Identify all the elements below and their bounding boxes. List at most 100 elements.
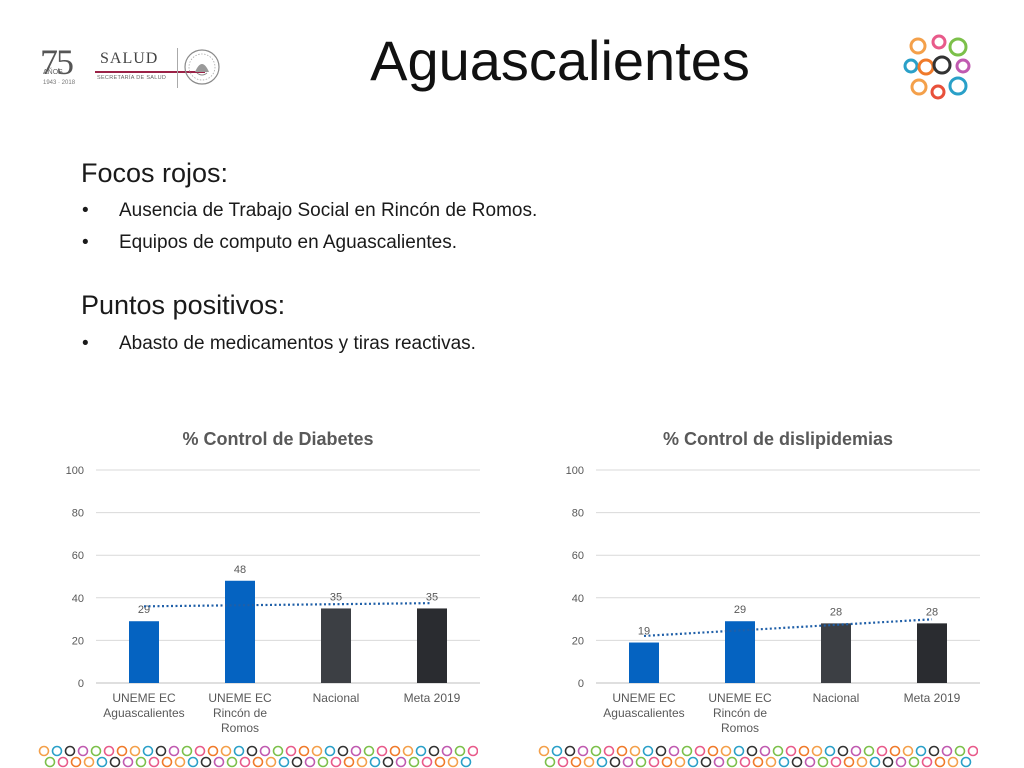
decorative-ring — [226, 756, 238, 768]
decorative-ring — [103, 745, 115, 757]
decorative-ring — [70, 756, 82, 768]
decorative-ring — [850, 745, 862, 757]
chart-title: % Control de Diabetes — [182, 429, 374, 449]
data-label: 35 — [330, 591, 342, 603]
decorative-ring — [220, 745, 232, 757]
decorative-ring — [363, 745, 375, 757]
decorative-ring — [194, 745, 206, 757]
data-label: 19 — [638, 626, 650, 638]
decorative-ring — [967, 745, 978, 757]
decorative-ring — [902, 745, 914, 757]
focos-item-text: Equipos de computo en Aguascalientes. — [119, 232, 458, 253]
bar — [821, 623, 851, 683]
x-tick-label: Aguascalientes — [603, 706, 684, 720]
decorative-ring — [460, 756, 472, 768]
decorative-ring — [564, 745, 576, 757]
decorative-ring — [837, 745, 849, 757]
decorative-ring — [239, 756, 251, 768]
decorative-ring — [616, 745, 628, 757]
logo-separator — [177, 48, 178, 88]
decorative-ring — [168, 745, 180, 757]
decorative-ring — [557, 756, 569, 768]
decorative-ring — [122, 756, 134, 768]
decorative-ring — [434, 756, 446, 768]
bullet-dot: • — [82, 232, 89, 253]
decorative-ring — [804, 756, 816, 768]
decorative-ring — [415, 745, 427, 757]
decorative-ring — [798, 745, 810, 757]
decorative-ring — [941, 745, 953, 757]
decorative-ring — [265, 756, 277, 768]
x-tick-label: Rincón de — [713, 706, 767, 720]
decorative-ring — [642, 745, 654, 757]
decorative-ring — [934, 756, 946, 768]
x-tick-label: Aguascalientes — [103, 706, 184, 720]
decorative-ring — [174, 756, 186, 768]
bar — [917, 623, 947, 683]
decorative-ring — [954, 745, 966, 757]
x-tick-label: Meta 2019 — [904, 691, 961, 705]
bar — [417, 608, 447, 683]
y-tick-label: 60 — [72, 550, 84, 562]
decorative-ring — [882, 756, 894, 768]
decorative-ring — [44, 756, 56, 768]
decorative-ring — [304, 756, 316, 768]
decorative-ring — [155, 745, 167, 757]
decorative-ring — [778, 756, 790, 768]
decorative-ring — [590, 745, 602, 757]
decorative-ring — [928, 745, 940, 757]
y-tick-label: 0 — [78, 678, 84, 690]
decorative-ring — [876, 745, 888, 757]
y-tick-label: 40 — [72, 593, 84, 605]
focos-item: • Ausencia de Trabajo Social en Rincón de… — [82, 200, 537, 222]
decorative-ring — [330, 756, 342, 768]
salud-75-logo: 75 AÑOS 1943 · 2018 SALUD SECRETARÍA DE … — [40, 44, 230, 92]
puntos-positivos-heading: Puntos positivos: — [81, 290, 286, 320]
decorative-ring — [83, 756, 95, 768]
decorative-ring — [38, 745, 50, 757]
y-tick-label: 80 — [572, 508, 584, 520]
x-tick-label: UNEME EC — [612, 691, 676, 705]
decorative-ring — [739, 756, 751, 768]
decorative-ring — [863, 745, 875, 757]
decorative-ring — [830, 756, 842, 768]
decorative-ring — [291, 756, 303, 768]
y-tick-label: 80 — [72, 508, 84, 520]
decorative-ring — [622, 756, 634, 768]
bullet-dot: • — [82, 333, 89, 354]
decorative-ring — [90, 745, 102, 757]
decorative-ring — [947, 756, 959, 768]
decorative-ring — [64, 745, 76, 757]
decorative-ring — [389, 745, 401, 757]
x-tick-label: UNEME EC — [708, 691, 772, 705]
decorative-ring — [57, 756, 69, 768]
decorative-ring — [694, 745, 706, 757]
decorative-ring — [376, 745, 388, 757]
x-tick-label: UNEME EC — [112, 691, 176, 705]
decorative-ring — [161, 756, 173, 768]
decorative-ring — [856, 756, 868, 768]
decorative-ring — [142, 745, 154, 757]
y-tick-label: 0 — [578, 678, 584, 690]
decorative-ring — [356, 756, 368, 768]
decorative-ring — [772, 745, 784, 757]
data-label: 48 — [234, 564, 246, 576]
logo-years-text: 1943 · 2018 — [43, 80, 76, 86]
data-label: 28 — [926, 606, 938, 618]
decorative-ring — [402, 745, 414, 757]
y-tick-label: 60 — [572, 550, 584, 562]
decorative-ring — [350, 745, 362, 757]
decorative-ring — [382, 756, 394, 768]
data-label: 35 — [426, 591, 438, 603]
decorative-ring — [96, 756, 108, 768]
y-tick-label: 20 — [572, 635, 584, 647]
decorative-ring — [317, 756, 329, 768]
decorative-ring — [116, 745, 128, 757]
logo-75-number: 75 — [40, 42, 74, 82]
bar — [225, 580, 255, 683]
decorative-ring — [278, 756, 290, 768]
trendline — [143, 602, 433, 608]
decorative-ring — [135, 756, 147, 768]
